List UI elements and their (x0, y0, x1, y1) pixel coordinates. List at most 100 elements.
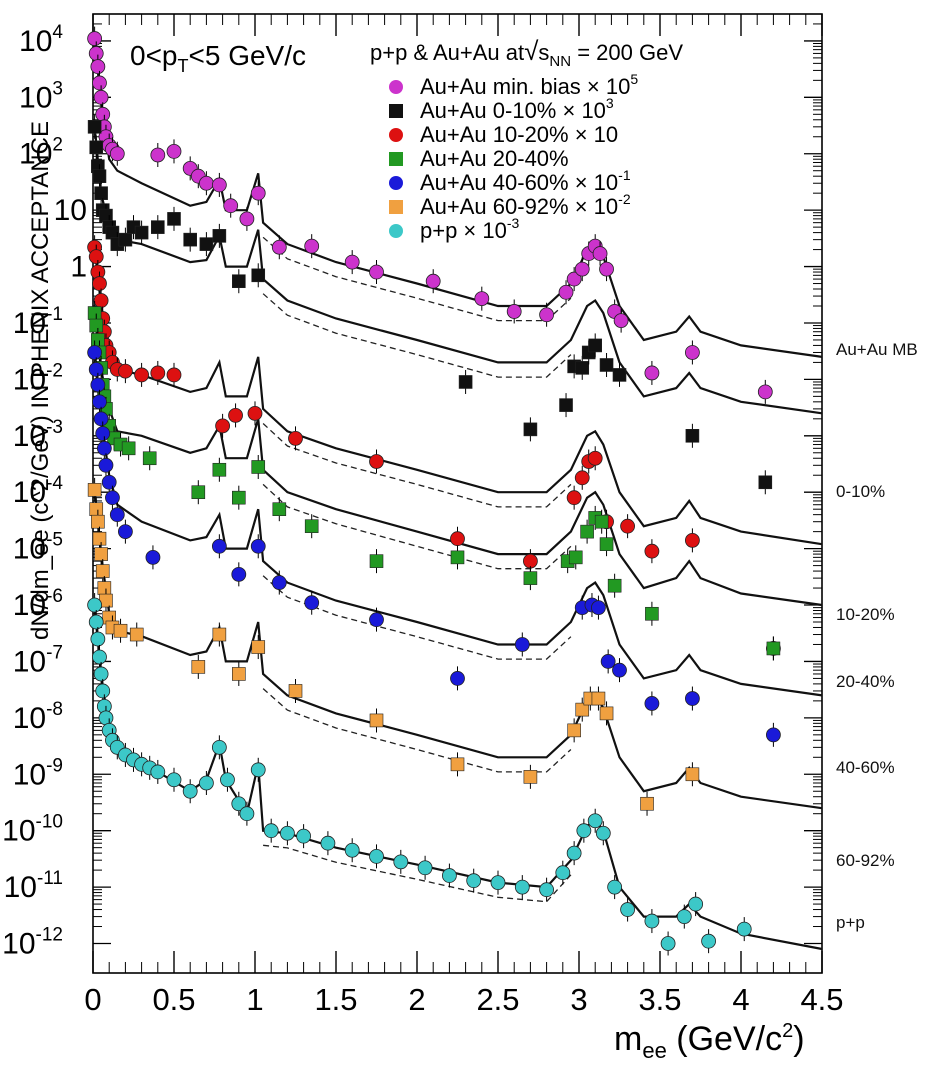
centrality-labels: Au+Au MB 0-10% 10-20% 20-40% 40-60% 60-92% p+p (836, 340, 918, 932)
data-point (150, 147, 166, 163)
data-point (87, 597, 103, 613)
data-point (94, 186, 108, 200)
model-curve-dashed-5 (262, 688, 572, 773)
energy-text: p+p & Au+Au at√sNN = 200 GeV (370, 36, 683, 70)
data-point (95, 564, 110, 578)
y-axis-title: dN/dm_ee (c^2/GeV) IN PHENIX ACCEPTANCE (27, 121, 54, 640)
data-point (88, 614, 104, 630)
y-tick-label: 10 (54, 194, 87, 227)
data-point (591, 600, 606, 616)
x-tick-labels: 0 0.5 1 1.5 2 2.5 3 3.5 4 4.5 (84, 982, 843, 1017)
y-tick-label: 10-4 (13, 473, 64, 509)
legend-label: Au+Au 60-92% × 10-2 (420, 191, 631, 219)
data-point (129, 627, 144, 642)
data-point (644, 365, 660, 381)
data-point (231, 796, 247, 812)
data-point (166, 144, 182, 159)
legend-marker (389, 128, 403, 142)
data-point (514, 879, 530, 895)
series-0 (87, 26, 773, 404)
data-point (272, 502, 287, 516)
series-4 (87, 340, 781, 747)
data-point (644, 696, 660, 711)
data-point (766, 727, 781, 743)
x-tick-label: 0.5 (152, 982, 195, 1017)
data-point (599, 358, 614, 372)
data-point (92, 75, 107, 91)
data-point (93, 293, 109, 308)
data-point (198, 175, 214, 191)
data-point (271, 239, 287, 255)
data-point (228, 407, 243, 423)
data-point (92, 394, 107, 410)
data-point (167, 212, 181, 226)
data-point (211, 538, 227, 554)
x-tick-label: 2 (408, 982, 425, 1017)
data-point (369, 848, 384, 864)
data-point (620, 902, 635, 917)
data-point (215, 418, 231, 434)
data-point (93, 89, 109, 105)
data-point (685, 691, 700, 706)
legend-marker (389, 224, 403, 238)
legend-marker (389, 80, 403, 94)
model-curve-dashed-2 (262, 423, 572, 508)
legend-label: Au+Au min. bias × 105 (420, 71, 638, 99)
data-point (211, 739, 227, 755)
data-point (644, 913, 660, 929)
data-point (369, 612, 384, 628)
data-point (251, 640, 266, 654)
y-tick-label: 1 (70, 251, 87, 284)
data-point (566, 490, 582, 506)
data-point (166, 772, 182, 788)
data-point (182, 783, 198, 799)
data-point (575, 361, 590, 375)
y-tick-label: 10-12 (2, 925, 63, 961)
curve-label: 60-92% (836, 851, 895, 870)
curve-label: 20-40% (836, 672, 895, 691)
data-point (118, 524, 133, 540)
data-point (109, 507, 125, 523)
legend-marker (389, 176, 403, 190)
data-point (320, 835, 336, 851)
legend-label: Au+Au 0-10% × 103 (420, 95, 614, 123)
data-point (89, 502, 104, 516)
data-point (506, 304, 522, 319)
data-point (612, 368, 627, 382)
y-tick-label: 10-5 (13, 530, 63, 566)
data-point (766, 641, 781, 656)
legend-marker (389, 152, 403, 166)
data-point (98, 457, 114, 473)
data-point (105, 490, 120, 506)
x-tick-label: 1.5 (314, 982, 357, 1017)
data-point (109, 146, 125, 162)
data-point (369, 264, 384, 280)
data-point (587, 450, 603, 466)
data-point (89, 318, 104, 333)
curve-label: p+p (836, 913, 865, 932)
data-point (95, 683, 111, 699)
data-point (441, 868, 457, 883)
data-point (417, 860, 433, 876)
data-point (304, 519, 319, 533)
model-curve-dashed-4 (262, 575, 572, 660)
series-1 (87, 114, 773, 495)
data-point (250, 538, 266, 554)
x-tick-label: 0 (84, 982, 101, 1017)
legend-entry: Au+Au 60-92% × 10-2 (389, 191, 631, 219)
data-point (96, 440, 112, 456)
x-axis-title: mee (GeV/c2) (614, 1020, 805, 1063)
data-point (567, 723, 581, 738)
data-point (574, 470, 590, 486)
data-point (113, 623, 128, 638)
data-point (87, 306, 102, 320)
data-point (644, 543, 660, 559)
curve-label: 0-10% (836, 482, 885, 501)
legend-entry: Au+Au 10-20% × 10 (389, 122, 618, 147)
data-point (575, 702, 590, 717)
data-point (90, 59, 106, 75)
data-point (539, 307, 554, 323)
data-point (166, 367, 182, 383)
